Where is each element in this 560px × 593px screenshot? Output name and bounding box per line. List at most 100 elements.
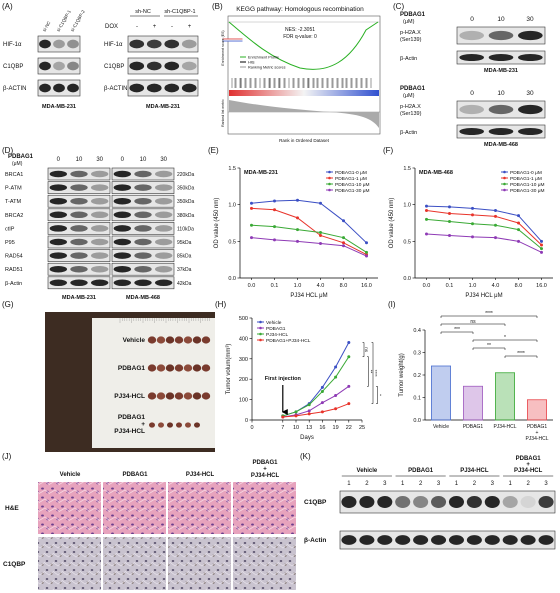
significance-bracket <box>371 342 374 404</box>
legend-swatch <box>328 176 331 180</box>
unit-label: (μM) <box>12 161 23 167</box>
ihc-image <box>38 537 101 590</box>
treatment-label: PDBAG1 <box>8 154 34 160</box>
axis-label: Ranked list metric <box>221 99 225 127</box>
lane-label: si-C1QBP-2 <box>70 9 87 33</box>
legend-label: PDBAG1-10 μM <box>510 182 545 188</box>
x-tick-label: 25 <box>359 425 365 431</box>
row-label: ctIP <box>5 226 15 232</box>
tumor <box>165 392 175 400</box>
ihc-image <box>103 537 166 590</box>
point <box>494 236 497 240</box>
unit-label: (μM) <box>403 93 415 99</box>
legend-swatch <box>259 320 262 324</box>
blot-band <box>518 104 543 115</box>
cell-line: MDA-MB-231 <box>484 68 518 74</box>
row-label: p-H2A.X <box>400 104 421 110</box>
point <box>425 204 428 208</box>
gsea-stat: FDR q-value: 0 <box>283 34 317 40</box>
blot-band <box>90 238 109 246</box>
line-series <box>282 403 349 418</box>
point <box>250 236 253 240</box>
legend-label: Vehicle <box>266 320 282 326</box>
significance-label: ** <box>487 343 491 349</box>
cell-line: MDA-MB-231 <box>146 104 180 110</box>
blot-band <box>377 535 393 545</box>
blot-band <box>113 238 132 246</box>
gsea-stat: NES: -2.3051 <box>285 27 315 33</box>
blot-band <box>488 104 514 115</box>
legend-label: PDBAG1 <box>266 326 286 332</box>
point <box>296 239 299 243</box>
group-label: PDBAG1 <box>118 414 145 421</box>
blot-band <box>146 39 162 49</box>
x-tick-label: 1.0 <box>294 283 302 289</box>
treatment-label: PDBAG1 <box>400 12 426 18</box>
blot-band <box>39 39 51 49</box>
blot-band <box>431 535 447 545</box>
bar <box>430 365 451 421</box>
dose-label: 0 <box>121 157 125 163</box>
lane-label: 3 <box>383 481 387 487</box>
point <box>296 216 299 220</box>
blot-band <box>154 211 173 219</box>
tumor <box>149 422 155 428</box>
point <box>320 401 324 405</box>
y-axis-label: OD value (450 nm) <box>389 198 395 249</box>
blot-band <box>67 83 79 93</box>
size-label: 380kDa <box>177 213 194 219</box>
legend-swatch <box>259 338 262 342</box>
point <box>320 389 324 393</box>
dose-label: 30 <box>96 157 103 163</box>
x-tick-label: 13 <box>306 425 312 431</box>
colorbar <box>222 38 243 42</box>
blot-band <box>70 211 88 219</box>
point <box>494 209 497 213</box>
blot-band <box>154 252 173 259</box>
dose-label: 30 <box>160 157 167 163</box>
lane-label: 1 <box>401 481 405 487</box>
blot-band <box>134 184 152 191</box>
group-label: PDBAG1 <box>252 460 278 466</box>
blot-band <box>70 170 88 178</box>
panel-label: (C) <box>393 2 404 11</box>
tumor <box>158 422 164 428</box>
ihc-image <box>233 537 296 590</box>
cell-line: MDA-MB-468 <box>126 295 160 301</box>
panel-label: (D) <box>2 146 13 155</box>
tumor <box>156 336 166 344</box>
point <box>273 225 276 229</box>
point <box>296 228 299 232</box>
blot-band <box>70 197 88 205</box>
tumor <box>165 364 175 372</box>
blot-band <box>39 83 51 93</box>
blot-band <box>134 197 152 205</box>
y-tick-label: 0.0 <box>413 418 421 424</box>
y-tick-label: 0.5 <box>403 239 411 245</box>
blot-band <box>113 170 132 178</box>
group-label: + <box>263 467 267 473</box>
blot-band <box>395 496 411 508</box>
tumor <box>176 422 182 428</box>
blot-band <box>90 170 109 178</box>
blot-band <box>134 279 152 287</box>
row-label: p-H2A.X <box>400 30 421 36</box>
x-tick-label: 22 <box>346 425 352 431</box>
point <box>273 199 276 203</box>
he-image <box>38 482 101 534</box>
point <box>342 244 345 248</box>
x-tick-label: 16.0 <box>361 283 372 289</box>
legend-swatch <box>503 188 506 192</box>
point <box>334 394 338 398</box>
point <box>342 219 345 223</box>
group-label: PJ34-HCL <box>251 473 280 479</box>
legend-label: PDBAG1-0 μM <box>510 170 542 176</box>
tumor <box>147 364 157 372</box>
x-tick-label: 10 <box>293 425 299 431</box>
tumor <box>201 364 211 372</box>
x-tick-label: PDBAG1 <box>527 424 548 430</box>
blot-band <box>49 211 68 219</box>
blot-band <box>113 279 132 287</box>
tumor <box>156 392 166 400</box>
group-label: sh-C1QBP-1 <box>164 9 195 15</box>
